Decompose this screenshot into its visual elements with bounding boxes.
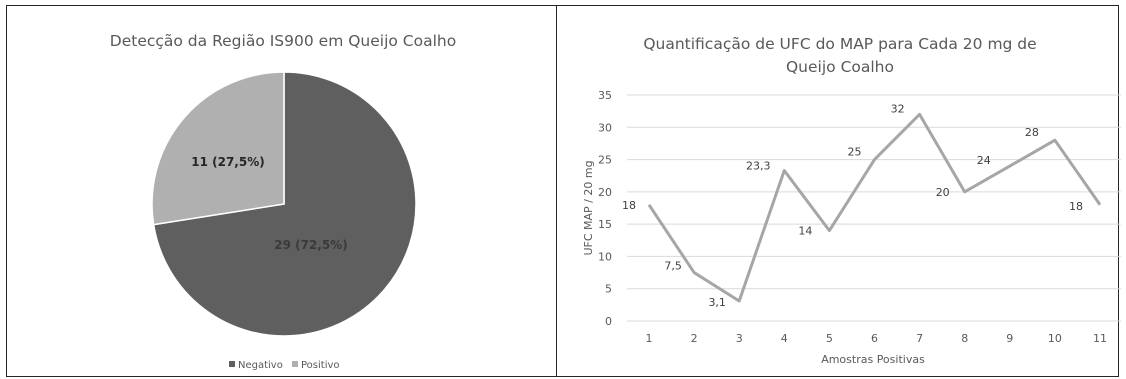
legend-label-negativo: Negativo [238,360,283,371]
y-tick-label: 0 [605,315,612,328]
y-tick-label: 15 [598,218,612,231]
data-label: 23,3 [746,160,771,173]
y-tick-label: 5 [605,283,612,296]
data-label: 25 [848,146,862,159]
x-tick-label: 2 [691,332,698,345]
pie-chart-title: Detecção da Região IS900 em Queijo Coalh… [110,32,456,50]
pie-chart: Detecção da Região IS900 em Queijo Coalh… [110,32,456,371]
data-label: 14 [798,225,812,238]
pie-slice-positivo [151,71,285,226]
x-tick-label: 5 [826,332,833,345]
x-tick-label: 7 [916,332,923,345]
x-tick-label: 8 [961,332,968,345]
x-tick-label: 4 [781,332,788,345]
pie-slice-label-positivo: 11 (27,5%) [191,155,264,169]
line-chart-title-line-2: Queijo Coalho [786,58,894,76]
y-tick-label: 25 [598,154,612,167]
x-tick-label: 6 [871,332,878,345]
y-tick-label: 30 [598,121,612,134]
data-label: 7,5 [664,260,682,273]
data-label: 32 [891,102,905,115]
x-tick-label: 1 [646,332,653,345]
data-label: 24 [977,154,991,167]
y-axis-title: UFC MAP / 20 mg [582,160,595,255]
pie-legend: Negativo Positivo [229,360,340,371]
figure-frame [6,5,1119,377]
x-tick-label: 9 [1006,332,1013,345]
line-chart-title-line-1: Quantificação de UFC do MAP para Cada 20… [643,35,1036,53]
data-label: 3,1 [708,296,726,309]
series-line [647,112,1102,303]
pie-slice-negativo [152,71,417,337]
data-label: 20 [936,186,950,199]
panel-divider [556,5,557,377]
y-tick-label: 20 [598,186,612,199]
pie-slice-label-negativo: 29 (72,5%) [274,238,347,252]
y-tick-label: 35 [598,89,612,102]
x-tick-label: 3 [736,332,743,345]
y-tick-label: 10 [598,250,612,263]
x-tick-label: 10 [1048,332,1062,345]
legend-label-positivo: Positivo [301,360,340,371]
data-label: 18 [622,199,636,212]
data-label: 28 [1025,126,1039,139]
legend-swatch-negativo [229,361,235,367]
data-label: 18 [1069,200,1083,213]
x-tick-label: 11 [1093,332,1107,345]
x-axis-title: Amostras Positivas [821,353,925,366]
legend-swatch-positivo [292,361,298,367]
